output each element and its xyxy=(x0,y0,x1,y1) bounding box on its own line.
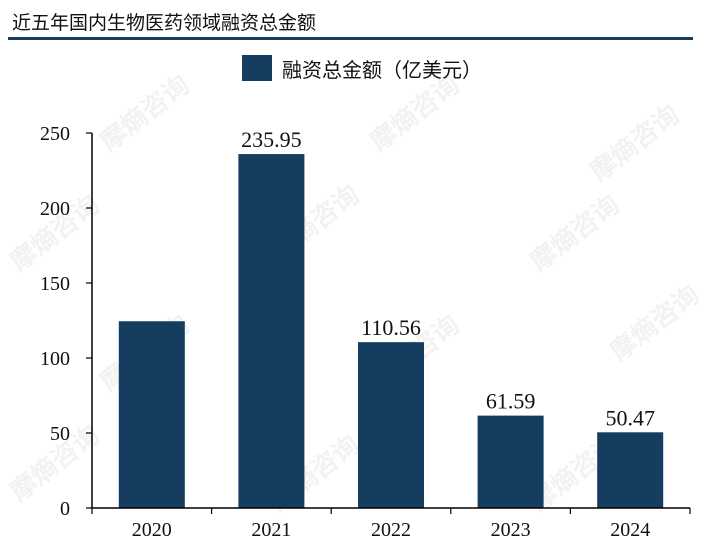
y-tick-label-200: 200 xyxy=(40,198,70,220)
y-tick-label-250: 250 xyxy=(40,123,70,145)
title-underline xyxy=(8,37,693,40)
x-tick-label-2021: 2021 xyxy=(251,519,291,541)
bar-2022 xyxy=(358,342,424,508)
data-label-2022: 110.56 xyxy=(361,315,421,340)
watermark-text: 摩熵咨询 xyxy=(584,99,685,187)
chart-legend: 融资总金额（亿美元） xyxy=(242,54,482,82)
x-tick-label-2024: 2024 xyxy=(610,519,650,541)
y-tick-label-50: 50 xyxy=(50,423,70,445)
data-label-2021: 235.95 xyxy=(241,127,302,152)
bar-2021 xyxy=(238,154,305,508)
watermark-text: 摩熵咨询 xyxy=(604,279,703,367)
legend-label: 融资总金额（亿美元） xyxy=(282,57,482,82)
x-tick-label-2023: 2023 xyxy=(491,519,531,541)
bar-2023 xyxy=(477,415,544,508)
axes xyxy=(86,132,691,514)
y-tick-label-150: 150 xyxy=(40,273,70,295)
data-label-2023: 61.59 xyxy=(486,389,536,414)
bar-2020 xyxy=(118,321,185,508)
x-tick-label-2022: 2022 xyxy=(371,519,411,541)
labels: 2020 235.95 2021 110.56 2022 61.59 2023 50.47 20… xyxy=(40,123,655,541)
watermark-text: 摩熵咨询 xyxy=(364,69,465,157)
chart-title: 近五年国内生物医药领域融资总金额 xyxy=(12,12,317,34)
watermark-text: 摩熵咨询 xyxy=(524,189,625,277)
x-tick-label-2020: 2020 xyxy=(132,519,172,541)
watermark-text: 摩熵咨询 xyxy=(94,69,195,157)
data-label-2024: 50.47 xyxy=(605,405,655,430)
bar-2024 xyxy=(597,432,664,508)
bars xyxy=(118,154,664,508)
legend-swatch xyxy=(242,55,272,81)
y-tick-label-0: 0 xyxy=(60,498,70,520)
chart-header: 近五年国内生物医药领域融资总金额 xyxy=(8,4,698,40)
y-tick-label-100: 100 xyxy=(40,348,70,370)
